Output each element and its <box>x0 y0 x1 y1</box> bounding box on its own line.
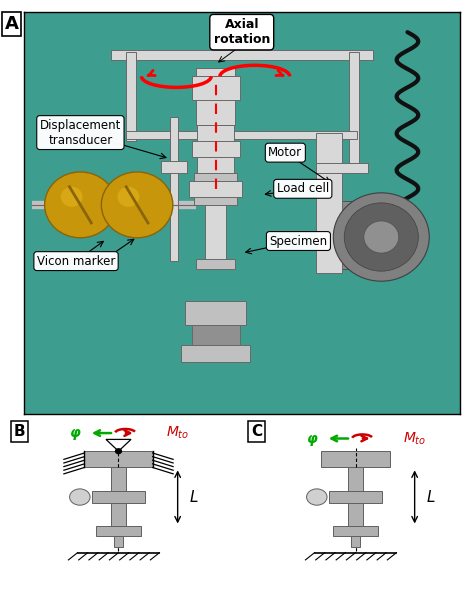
Bar <box>351 536 360 547</box>
Circle shape <box>116 449 121 454</box>
Bar <box>111 50 373 60</box>
Bar <box>191 76 239 100</box>
Bar <box>110 503 127 527</box>
Circle shape <box>333 193 429 281</box>
Bar <box>333 527 378 536</box>
Bar <box>329 491 382 503</box>
Bar <box>347 503 364 527</box>
Text: B: B <box>14 424 26 439</box>
Text: Specimen: Specimen <box>269 234 328 248</box>
Bar <box>110 467 127 491</box>
Bar <box>205 205 227 261</box>
Text: $M_{to}$: $M_{to}$ <box>403 430 427 447</box>
Text: A: A <box>5 15 18 33</box>
Text: $M_{to}$: $M_{to}$ <box>166 425 190 442</box>
Bar <box>84 451 153 467</box>
Bar <box>197 124 234 173</box>
Bar <box>96 527 141 536</box>
Bar <box>181 345 250 362</box>
Text: Vicon marker: Vicon marker <box>37 255 115 268</box>
Bar <box>190 181 242 197</box>
Circle shape <box>45 172 116 238</box>
Circle shape <box>118 187 139 207</box>
Text: Motor: Motor <box>268 146 302 159</box>
Text: φ: φ <box>70 426 81 440</box>
Bar <box>185 301 246 326</box>
Circle shape <box>101 172 173 238</box>
Bar <box>321 451 390 467</box>
Text: Axial
rotation: Axial rotation <box>214 18 270 46</box>
Bar <box>333 201 403 269</box>
Bar <box>161 161 187 173</box>
Bar <box>196 259 235 269</box>
Circle shape <box>61 187 82 207</box>
Bar <box>92 491 145 503</box>
Bar <box>126 53 136 141</box>
Bar <box>191 141 239 156</box>
Bar <box>194 173 237 205</box>
Bar <box>196 68 235 124</box>
Bar <box>191 326 239 350</box>
Circle shape <box>344 203 419 271</box>
Text: Load cell: Load cell <box>277 182 329 195</box>
Circle shape <box>307 489 327 505</box>
Polygon shape <box>106 440 131 451</box>
Text: $L$: $L$ <box>426 489 436 505</box>
Bar <box>126 130 357 138</box>
Bar <box>347 467 364 491</box>
Circle shape <box>70 489 90 505</box>
Bar <box>170 117 178 261</box>
Text: C: C <box>251 424 262 439</box>
Text: φ: φ <box>307 431 318 446</box>
Bar <box>316 132 342 273</box>
Bar <box>348 53 359 173</box>
Bar <box>316 162 368 173</box>
Text: Displacement
transducer: Displacement transducer <box>40 118 121 147</box>
Bar <box>114 536 123 547</box>
Text: $L$: $L$ <box>189 489 199 505</box>
Circle shape <box>364 221 399 253</box>
